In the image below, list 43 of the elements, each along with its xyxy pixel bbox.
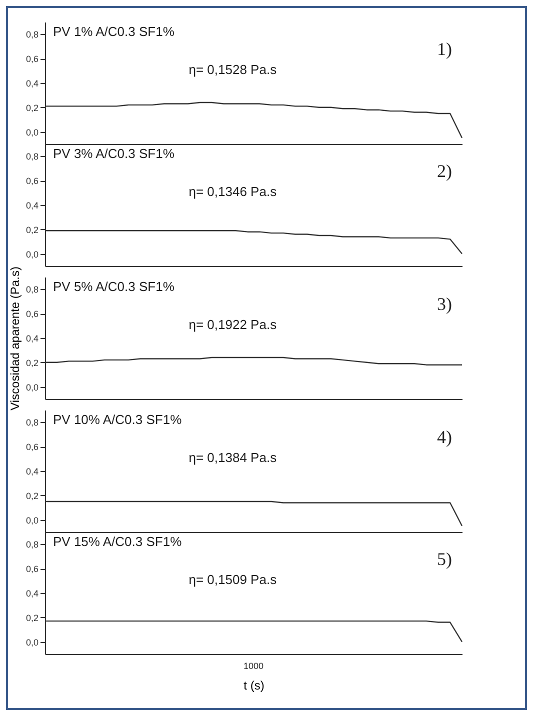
y-tick-label: 0,6 bbox=[26, 564, 38, 574]
y-tick-label: 0,4 bbox=[26, 588, 38, 598]
annotation: 5) bbox=[437, 549, 452, 569]
y-tick-label: 0,0 bbox=[26, 382, 38, 392]
y-tick-label: 0,4 bbox=[26, 200, 38, 210]
annotation: PV 10% A/C0.3 SF1% bbox=[53, 412, 182, 427]
y-tick-label: 0,6 bbox=[26, 442, 38, 452]
annotation: PV 5% A/C0.3 SF1% bbox=[53, 279, 175, 294]
annotation: 4) bbox=[437, 427, 452, 447]
y-tick-label: 0,2 bbox=[26, 490, 38, 501]
y-tick-label: 0,8 bbox=[26, 152, 38, 162]
y-tick-label: 0,8 bbox=[26, 30, 38, 40]
y-axis-title: Viscosidad aparente (Pa.s) bbox=[8, 266, 22, 410]
y-tick-label: 0,2 bbox=[26, 102, 38, 113]
y-tick-label: 0,0 bbox=[26, 637, 38, 648]
annotation: 2) bbox=[437, 161, 452, 181]
y-tick-label: 0,6 bbox=[26, 176, 38, 186]
y-tick-label: 0,2 bbox=[26, 358, 38, 368]
annotation: η= 0,1384 Pa.s bbox=[188, 450, 278, 465]
y-tick-label: 0,2 bbox=[26, 224, 38, 235]
y-tick-label: 0,8 bbox=[26, 418, 38, 428]
y-tick-label: 0,4 bbox=[26, 466, 38, 476]
y-tick-label: 0,6 bbox=[26, 54, 38, 64]
annotation: η= 0,1528 Pa.s bbox=[188, 62, 278, 77]
y-tick-label: 0,8 bbox=[26, 284, 38, 295]
annotation: PV 1% A/C0.3 SF1% bbox=[53, 24, 175, 39]
y-tick-label: 0,0 bbox=[26, 515, 38, 526]
annotation: PV 3% A/C0.3 SF1% bbox=[53, 146, 175, 161]
y-tick-label: 0,6 bbox=[26, 309, 38, 320]
text: 1000 bbox=[243, 661, 264, 671]
annotation: PV 15% A/C0.3 SF1% bbox=[53, 534, 182, 549]
y-tick-label: 0,0 bbox=[26, 127, 38, 138]
y-tick-label: 0,2 bbox=[26, 612, 38, 623]
annotation: η= 0,1346 Pa.s bbox=[188, 184, 278, 199]
annotation: η= 0,1509 Pa.s bbox=[188, 572, 278, 587]
y-tick-label: 0,4 bbox=[26, 334, 38, 344]
annotation: η= 0,1922 Pa.s bbox=[188, 317, 278, 332]
y-tick-label: 0,4 bbox=[26, 78, 38, 88]
y-tick-label: 0,8 bbox=[26, 540, 38, 550]
annotation: 3) bbox=[437, 294, 452, 314]
y-tick-label: 0,0 bbox=[26, 249, 38, 260]
annotation: 1) bbox=[437, 39, 452, 59]
x-axis-title: t (s) bbox=[244, 678, 264, 692]
